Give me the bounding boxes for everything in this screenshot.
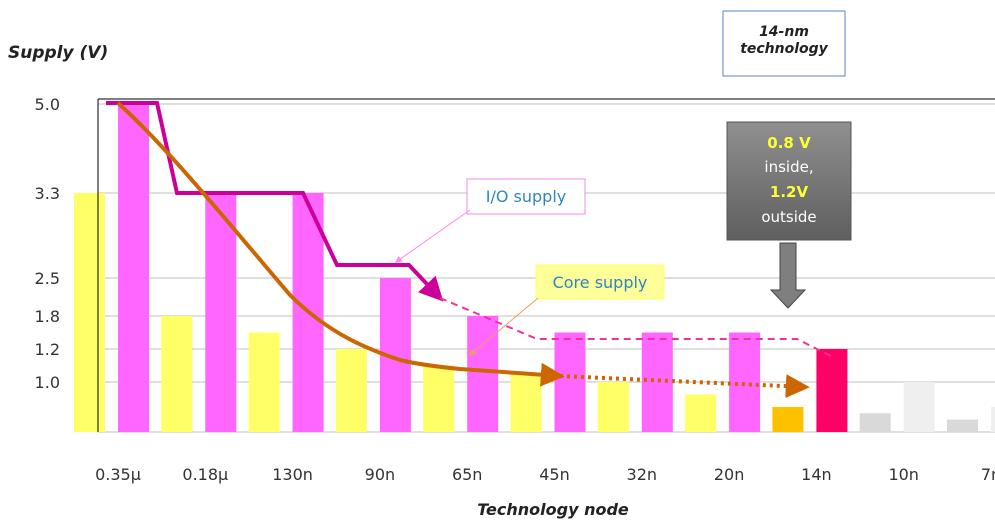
y-tick-label: 2.5 xyxy=(35,269,60,288)
io-supply-bar-20n xyxy=(729,332,761,432)
io-supply-bar-7n xyxy=(991,407,995,432)
x-tick-label: 130n xyxy=(272,465,313,484)
core-supply-label: Core supply xyxy=(553,273,648,292)
core-supply-bar-130n xyxy=(248,332,280,432)
core-supply-bar-0.18µ xyxy=(161,316,193,432)
x-tick-label: 0.35µ xyxy=(95,465,141,484)
core-supply-bar-45n xyxy=(510,373,542,432)
core-supply-bar-0.35µ xyxy=(74,193,105,432)
x-tick-labels: 0.35µ 0.18µ 130n 90n 65n 45n 32n 20n 14n 10n 7n xyxy=(95,465,995,484)
y-tick-label: 5.0 xyxy=(35,95,60,114)
io-supply-bar-0.35µ xyxy=(118,104,149,432)
y-tick-label: 3.3 xyxy=(35,184,60,203)
core-supply-pointer xyxy=(468,297,539,356)
core-supply-bar-32n xyxy=(597,382,629,432)
core-supply-bar-14n xyxy=(772,407,804,432)
tech-box-line1: 14-nm xyxy=(759,24,809,40)
tech-box: 14-nm technology xyxy=(722,10,846,77)
y-tick-labels: 5.0 3.3 2.5 1.8 1.2 1.0 xyxy=(35,95,60,392)
y-tick-label: 1.2 xyxy=(35,340,60,359)
core-supply-bar-65n xyxy=(423,365,455,432)
bars xyxy=(74,104,995,432)
x-axis-title: Technology node xyxy=(477,500,629,519)
callout-inside-label: inside, xyxy=(764,158,813,176)
core-supply-trend-projection xyxy=(559,374,810,399)
io-supply-trend-line xyxy=(106,101,444,302)
x-tick-label: 32n xyxy=(627,465,658,484)
callout-outside-voltage: 1.2V xyxy=(770,183,809,201)
callout-down-arrow-icon xyxy=(769,242,807,309)
io-supply-bar-0.18µ xyxy=(205,193,237,432)
io-supply-bar-45n xyxy=(554,332,586,432)
tech-box-line2: technology xyxy=(740,41,828,57)
core-supply-trend-line xyxy=(116,101,565,387)
core-supply-bar-20n xyxy=(685,394,717,432)
io-supply-bar-10n xyxy=(903,382,935,432)
x-tick-label: 90n xyxy=(365,465,396,484)
x-tick-label: 14n xyxy=(801,465,832,484)
io-supply-bar-14n xyxy=(816,349,848,432)
io-supply-bar-65n xyxy=(467,316,499,432)
x-tick-label: 7n xyxy=(981,465,995,484)
core-supply-bar-10n xyxy=(859,413,891,432)
y-tick-label: 1.8 xyxy=(35,307,60,326)
io-supply-pointer xyxy=(394,209,471,263)
callout-inside-voltage: 0.8 V xyxy=(767,134,811,152)
x-tick-label: 20n xyxy=(714,465,745,484)
io-supply-annotation: I/O supply xyxy=(394,178,586,263)
y-axis-title: Supply (V) xyxy=(8,43,108,63)
x-tick-label: 45n xyxy=(539,465,570,484)
y-tick-label: 1.0 xyxy=(35,373,60,392)
voltage-callout: 0.8 V inside, 1.2V outside xyxy=(726,121,852,309)
core-supply-bar-90n xyxy=(335,349,367,432)
io-supply-trend-projection xyxy=(439,297,836,359)
io-supply-bar-32n xyxy=(641,332,673,432)
core-supply-annotation: Core supply xyxy=(468,264,665,356)
x-tick-label: 0.18µ xyxy=(182,465,228,484)
core-supply-bar-7n xyxy=(947,419,978,432)
x-tick-label: 65n xyxy=(452,465,483,484)
x-tick-label: 10n xyxy=(888,465,919,484)
io-supply-label: I/O supply xyxy=(486,187,567,206)
callout-outside-label: outside xyxy=(761,208,816,226)
